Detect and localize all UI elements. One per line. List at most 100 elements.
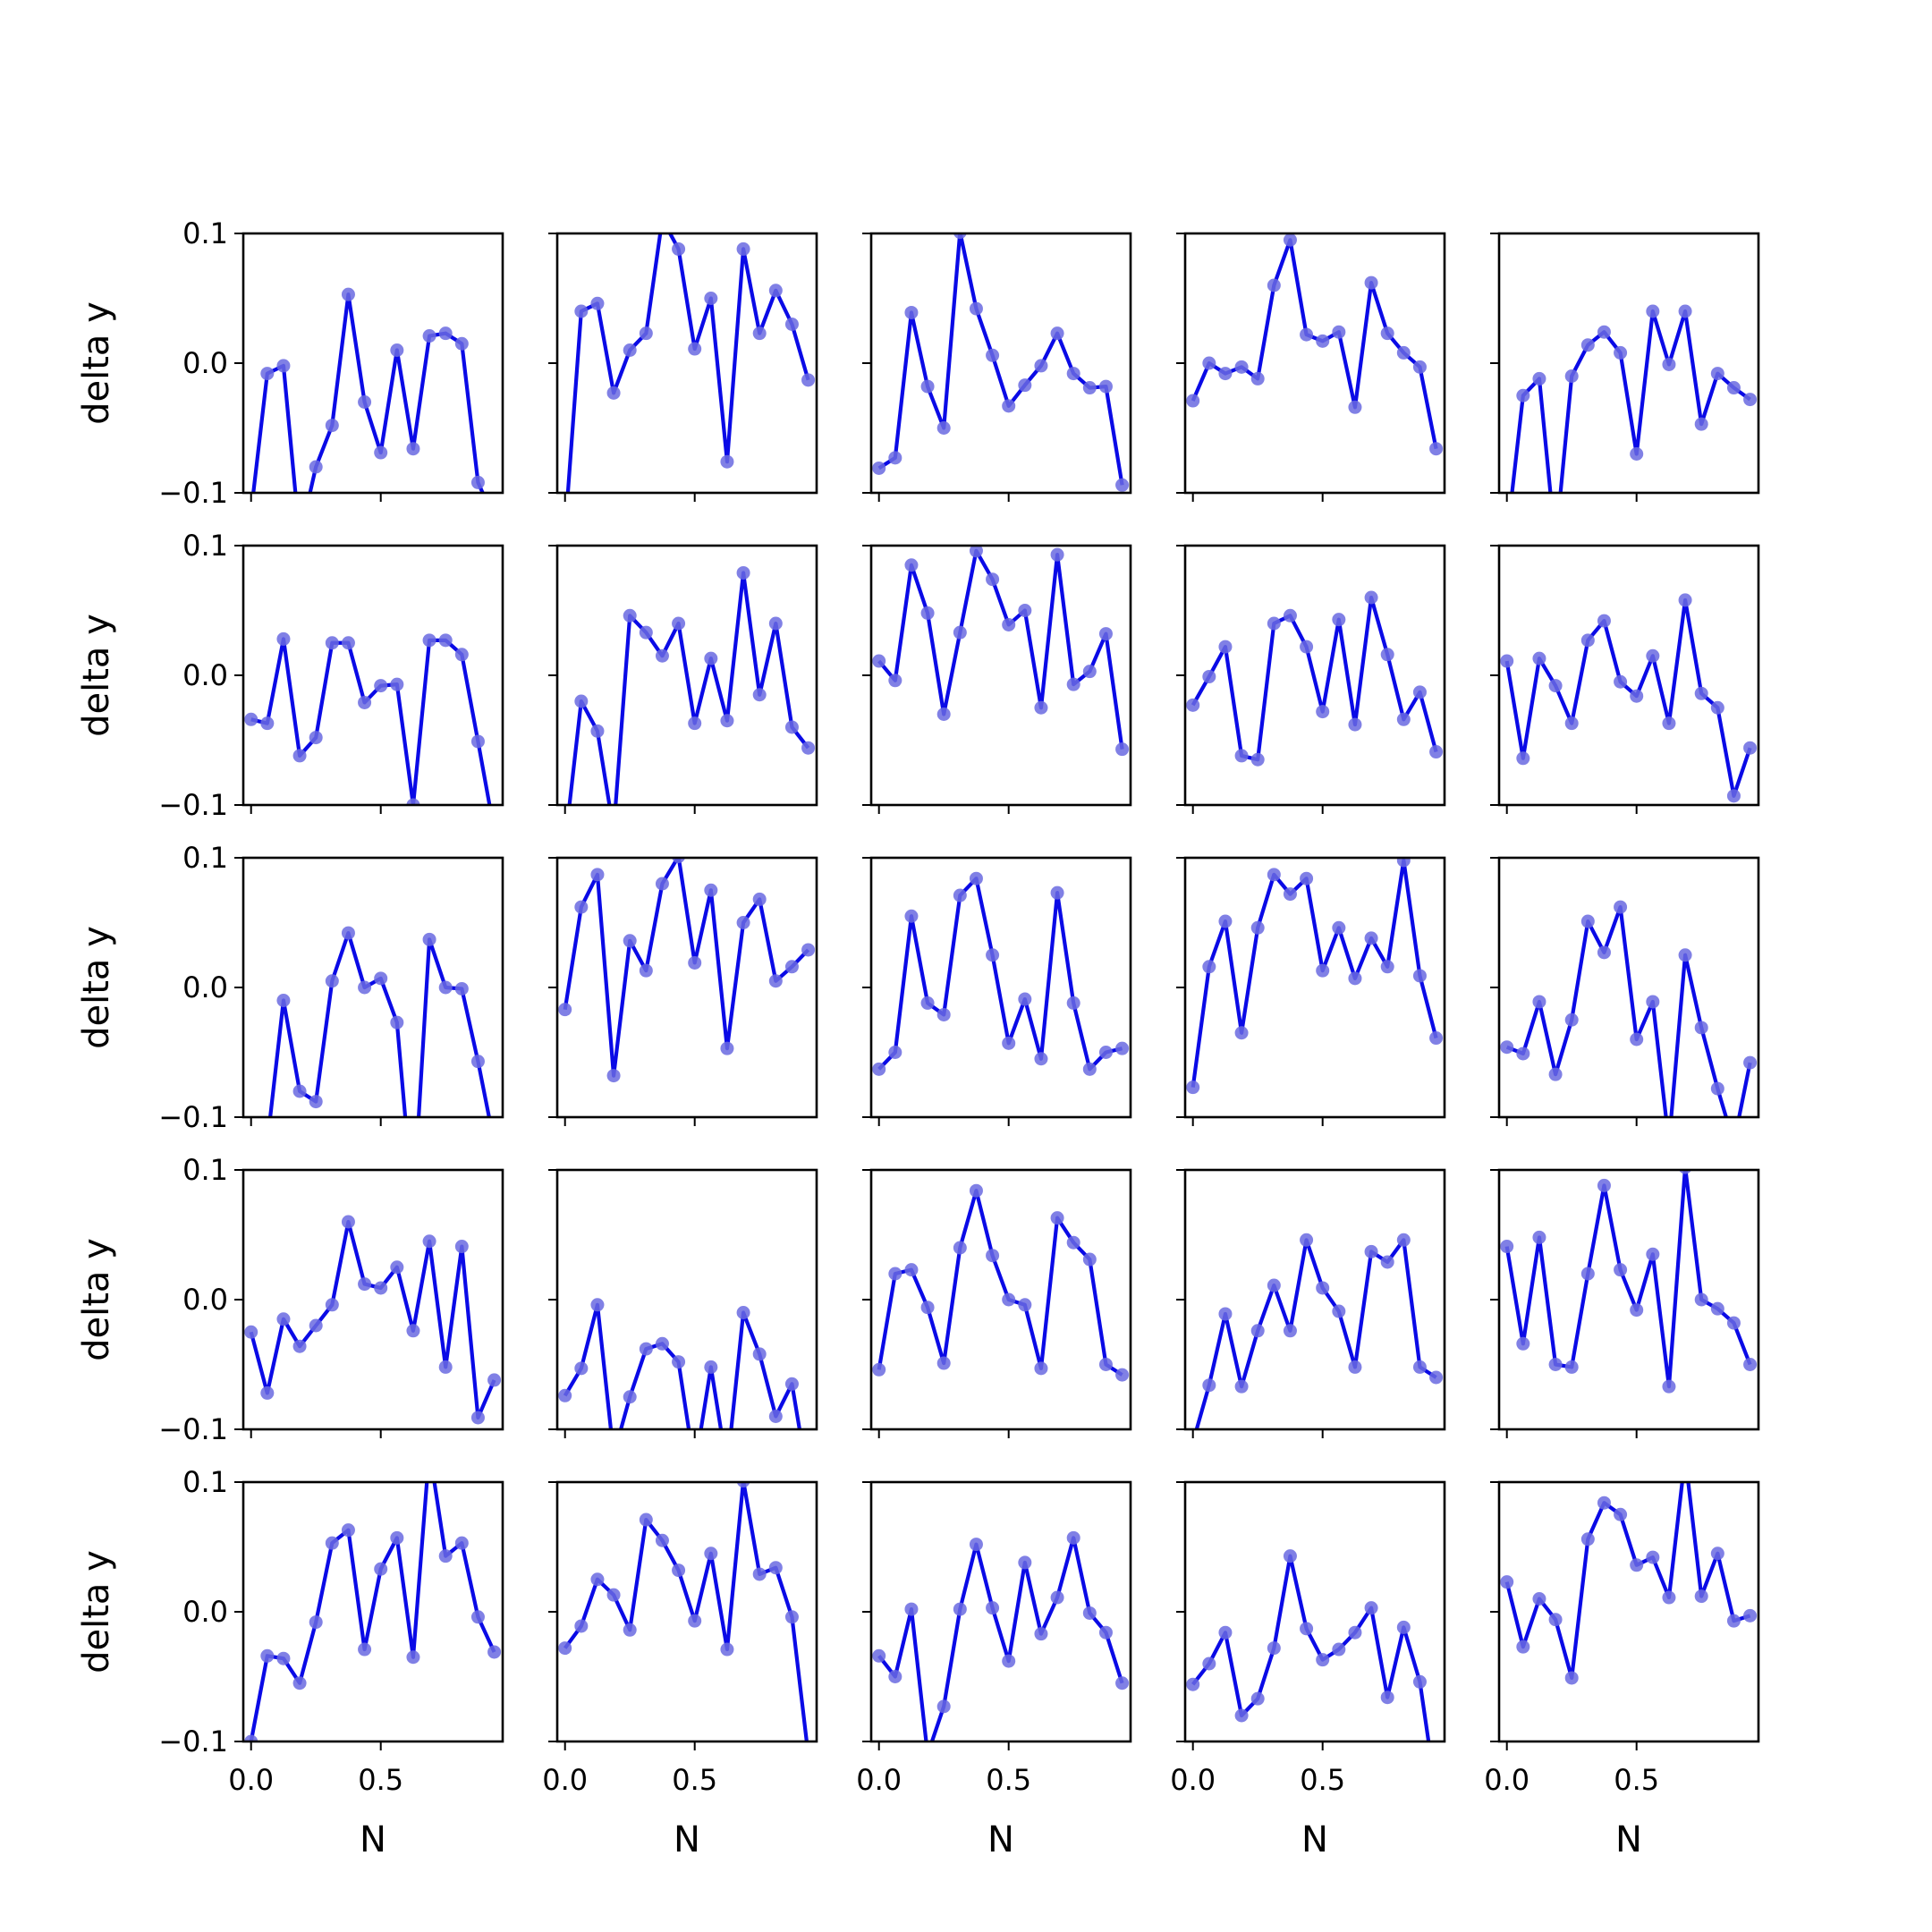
data-point [1662, 716, 1676, 731]
data-point [341, 1523, 355, 1538]
data-point [1066, 996, 1080, 1010]
data-point [422, 329, 436, 343]
subplot-r4-c1: −0.1 0.0 0.1 delta y [76, 1153, 504, 1446]
data-point [768, 616, 783, 631]
data-point [1429, 1031, 1444, 1046]
data-point [1580, 633, 1595, 648]
data-point [487, 1373, 502, 1387]
data-point [390, 1260, 404, 1275]
axes-frame [869, 232, 1132, 495]
data-point [590, 724, 605, 738]
data-point [1098, 1358, 1113, 1371]
data-point [1250, 920, 1265, 935]
data-point [1516, 751, 1530, 766]
data-point [438, 633, 453, 648]
data-point [1726, 1614, 1741, 1628]
x-axis-label: N [360, 1819, 386, 1860]
data-point [1548, 1067, 1563, 1081]
data-point [904, 558, 919, 572]
data-point [1694, 417, 1708, 431]
data-point [888, 1670, 902, 1683]
data-point [325, 1298, 339, 1312]
data-point [1283, 1324, 1297, 1338]
data-point [1580, 1267, 1595, 1281]
data-point [1202, 669, 1216, 683]
data-point [1332, 920, 1346, 935]
data-point [1202, 1657, 1216, 1671]
data-point [655, 1336, 669, 1351]
data-point [574, 1619, 589, 1633]
data-point [1380, 960, 1394, 974]
x-tick-label: 0.0 [1170, 1763, 1216, 1797]
data-point [1066, 1235, 1080, 1250]
data-point [1300, 640, 1314, 654]
data-point [1002, 399, 1016, 413]
subplot-r2-c1: −0.1 0.0 0.1 delta y [76, 529, 504, 822]
data-point [1662, 1590, 1676, 1605]
data-point [325, 1536, 339, 1550]
data-point [1332, 1642, 1346, 1657]
data-point [1678, 593, 1692, 607]
data-point [1678, 948, 1692, 962]
subplot-r3-c3 [862, 856, 1132, 1126]
data-point [1597, 614, 1611, 628]
data-point [872, 1648, 886, 1663]
series-line [1505, 904, 1752, 1117]
data-point [590, 296, 605, 310]
data-point [784, 720, 799, 734]
data-point [1234, 1708, 1249, 1723]
subplot-r3-c4 [1176, 856, 1446, 1126]
data-point [969, 1183, 983, 1198]
data-point [438, 980, 453, 995]
axes-frame [555, 1480, 818, 1743]
data-point [1316, 1653, 1330, 1667]
data-point [1115, 742, 1130, 757]
data-point [1614, 345, 1628, 360]
data-point [1364, 1601, 1378, 1615]
data-point [558, 1388, 572, 1402]
data-point [1429, 1370, 1444, 1385]
data-point [1115, 1676, 1130, 1690]
subplot-r3-c2 [548, 856, 818, 1126]
data-point [1234, 749, 1249, 763]
data-point [655, 648, 669, 663]
data-point [1332, 1304, 1346, 1318]
data-point [768, 974, 783, 988]
data-point [872, 654, 886, 668]
data-point [1115, 1041, 1130, 1055]
data-point [936, 1699, 951, 1714]
data-point [1250, 1324, 1265, 1338]
data-point [720, 714, 734, 728]
data-point [374, 971, 388, 986]
y-tick-label: 0.1 [182, 1465, 228, 1499]
data-point [953, 1241, 967, 1255]
data-point [1500, 1040, 1514, 1055]
data-point [1283, 233, 1297, 247]
data-point [1082, 1606, 1097, 1620]
axes-frame [1183, 1168, 1446, 1431]
data-point [888, 674, 902, 688]
data-point [406, 1201, 419, 1215]
data-point [720, 1642, 734, 1657]
data-point [736, 916, 750, 929]
series-line [1504, 1482, 1751, 1681]
series-line [1194, 1238, 1437, 1429]
data-point [1614, 900, 1628, 914]
data-point [1662, 1137, 1675, 1150]
series-line [250, 637, 492, 805]
series-line [1504, 597, 1752, 798]
data-point [487, 1137, 501, 1150]
data-point [260, 1648, 275, 1663]
subplot-r2-c5 [1490, 544, 1760, 814]
data-point [1500, 1575, 1514, 1589]
data-point [704, 292, 718, 305]
data-point [1727, 1137, 1741, 1150]
data-point [1018, 604, 1032, 617]
data-point [406, 798, 420, 805]
data-point [888, 1046, 902, 1059]
data-point [487, 513, 501, 526]
data-point [655, 877, 669, 891]
data-point [1050, 886, 1064, 900]
data-point [1694, 1589, 1708, 1604]
data-point [1500, 654, 1514, 668]
